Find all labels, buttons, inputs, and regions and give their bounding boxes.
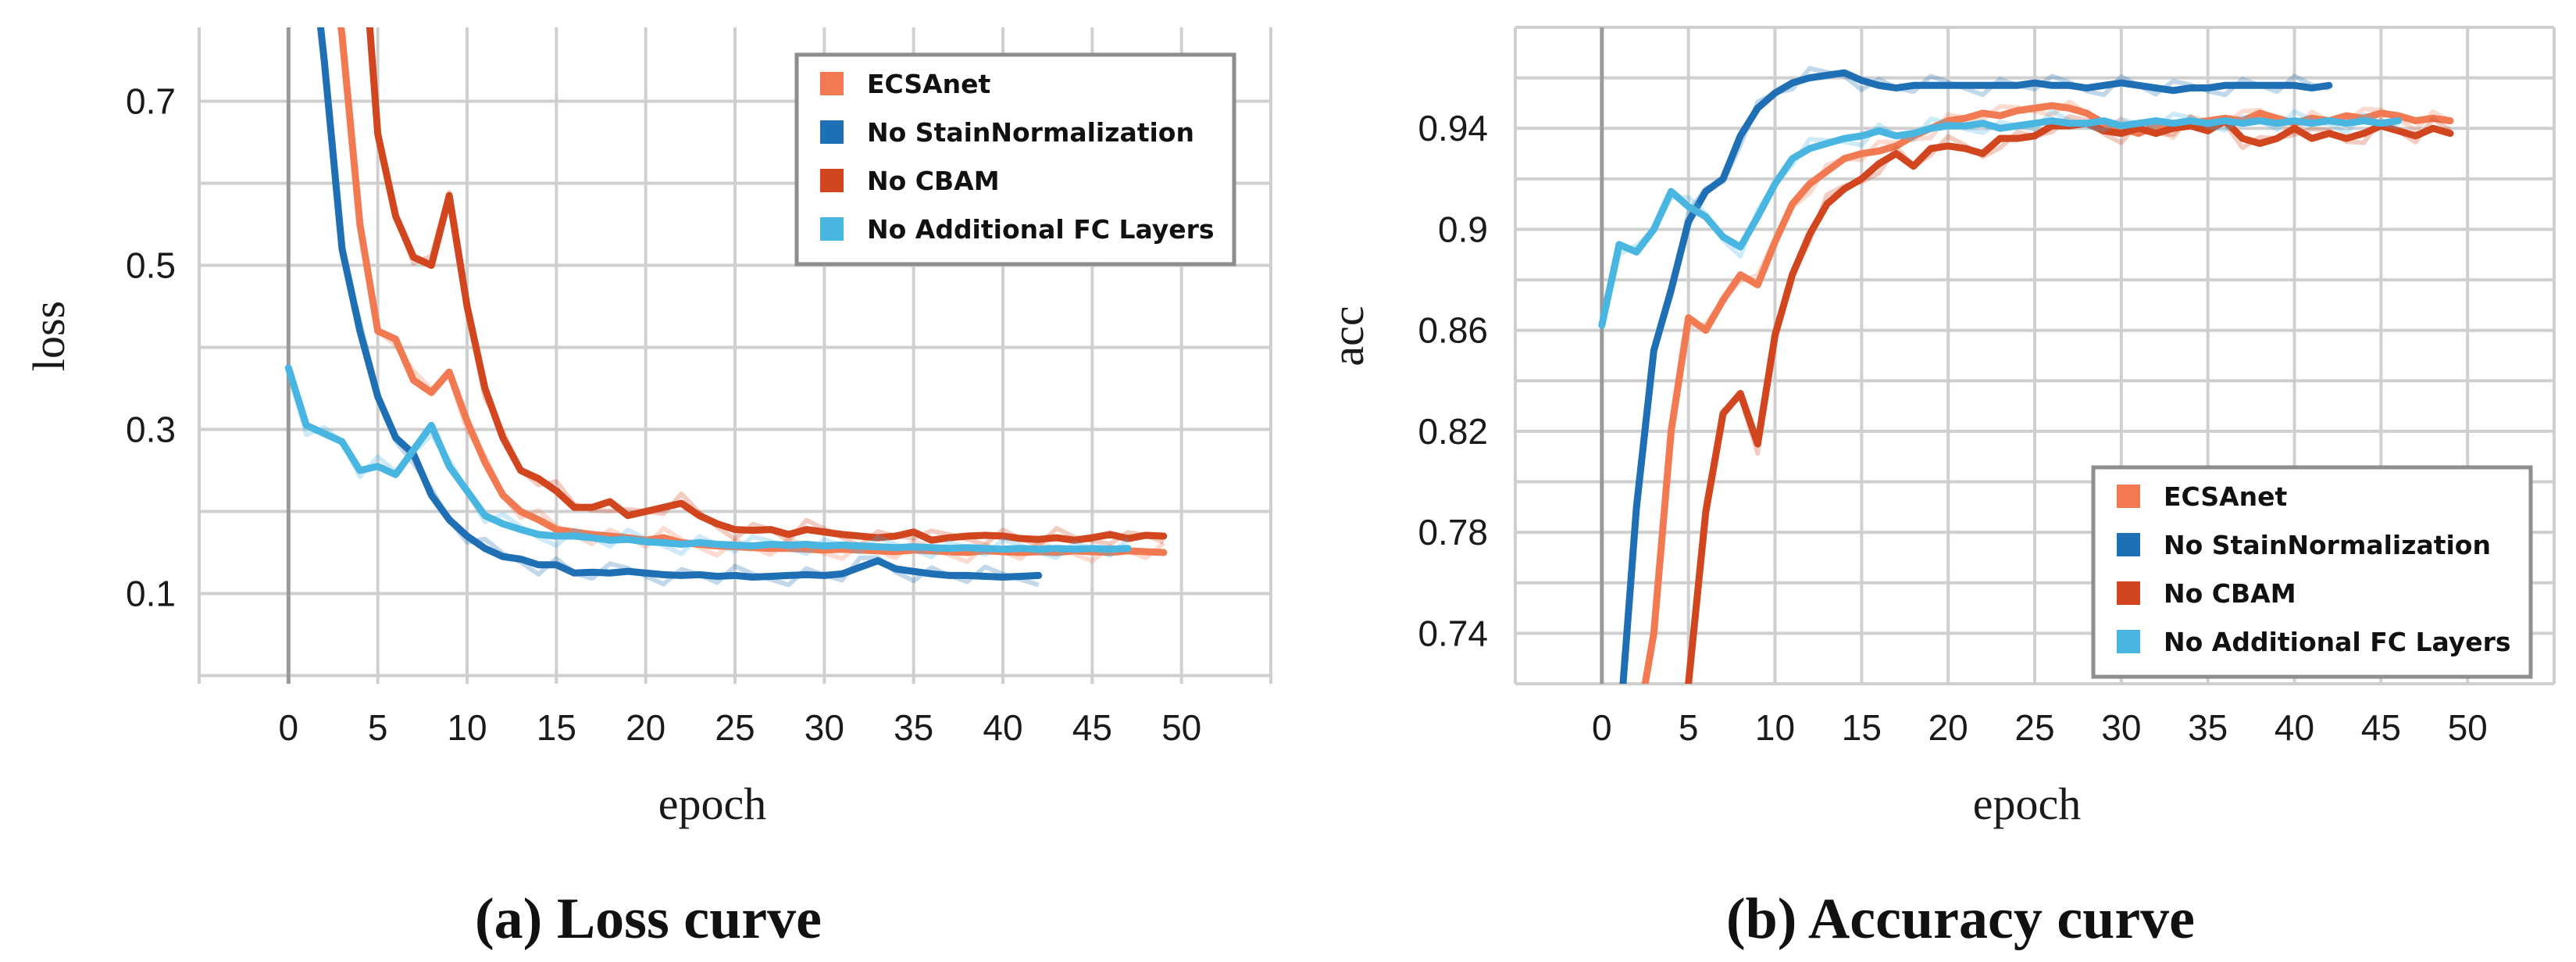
loss-series-group xyxy=(284,27,1168,588)
accuracy-xtick-label: 40 xyxy=(2275,707,2314,748)
loss-xtick-label: 5 xyxy=(368,707,388,748)
accuracy-xtick-label: 30 xyxy=(2101,707,2141,748)
loss-series-raw-no-stainnormalization xyxy=(318,27,1040,588)
loss-ytick-label: 0.3 xyxy=(126,409,176,450)
accuracy-ytick-label: 0.94 xyxy=(1418,108,1488,148)
loss-series-no-additional-fc-layers xyxy=(284,364,1132,553)
loss-ytick-label: 0.1 xyxy=(126,574,176,614)
accuracy-series-ecsanet xyxy=(1641,102,2454,684)
loss-xtick-label: 15 xyxy=(537,707,576,748)
accuracy-legend: ECSAnet No StainNormalization No CBAM No Ad… xyxy=(2091,465,2533,679)
loss-series-no-cbam xyxy=(366,27,1168,544)
loss-legend: ECSAnet No StainNormalization No CBAM No Ad… xyxy=(794,52,1236,266)
loss-xtick-label: 0 xyxy=(279,707,299,748)
accuracy-ylabel: acc xyxy=(1322,306,1373,366)
loss-legend-label-no-additional-fc-layers: No Additional FC Layers xyxy=(867,214,1215,245)
loss-ytick-label: 0.7 xyxy=(126,81,176,122)
loss-legend-swatch-no-cbam xyxy=(820,169,844,192)
accuracy-ytick-label: 0.82 xyxy=(1418,411,1488,452)
accuracy-legend-swatch-no-additional-fc-layers xyxy=(2117,630,2140,653)
accuracy-xtick-label: 20 xyxy=(1928,707,1968,748)
loss-xtick-label: 50 xyxy=(1161,707,1201,748)
loss-xtick-label: 10 xyxy=(447,707,487,748)
loss-ylabel: loss xyxy=(23,301,74,371)
accuracy-xtick-label: 10 xyxy=(1755,707,1795,748)
accuracy-xtick-label: 15 xyxy=(1842,707,1882,748)
loss-tick-labels: 0 5 10 15 20 25 30 35 40 45 50 0.1 0.3 0.5 0.7 xyxy=(126,81,1201,749)
accuracy-xtick-label: 45 xyxy=(2361,707,2401,748)
accuracy-xtick-label: 35 xyxy=(2188,707,2228,748)
loss-legend-swatch-no-additional-fc-layers xyxy=(820,217,844,241)
loss-legend-swatch-no-stainnormalization xyxy=(820,120,844,144)
loss-legend-swatch-ecsanet xyxy=(820,72,844,95)
loss-xtick-label: 20 xyxy=(626,707,665,748)
accuracy-ytick-label: 0.9 xyxy=(1438,209,1488,249)
accuracy-series-raw-no-additional-fc-layers xyxy=(1599,109,2399,329)
accuracy-series-group xyxy=(1598,66,2454,684)
accuracy-legend-swatch-ecsanet xyxy=(2117,485,2140,508)
accuracy-ytick-label: 0.86 xyxy=(1418,310,1488,351)
loss-legend-label-no-stainnormalization: No StainNormalization xyxy=(867,117,1194,148)
accuracy-xtick-label: 25 xyxy=(2014,707,2054,748)
accuracy-caption: (b) Accuracy curve xyxy=(1726,887,2195,951)
accuracy-series-no-additional-fc-layers xyxy=(1598,117,2402,329)
accuracy-xtick-label: 5 xyxy=(1679,707,1699,748)
loss-ytick-label: 0.5 xyxy=(126,245,176,286)
loss-xtick-label: 35 xyxy=(894,707,933,748)
loss-caption: (a) Loss curve xyxy=(475,887,822,951)
accuracy-xtick-label: 50 xyxy=(2448,707,2488,748)
loss-xtick-label: 30 xyxy=(805,707,844,748)
accuracy-ytick-label: 0.78 xyxy=(1418,512,1488,553)
accuracy-legend-label-no-stainnormalization: No StainNormalization xyxy=(2164,530,2491,560)
loss-xtick-label: 25 xyxy=(715,707,755,748)
accuracy-legend-box xyxy=(2091,465,2533,679)
loss-legend-box xyxy=(794,52,1236,266)
accuracy-tick-labels: 0 5 10 15 20 25 30 35 40 45 50 0.74 0.78 0.82 0.86 0.9 0… xyxy=(1418,108,2487,748)
loss-xtick-label: 45 xyxy=(1072,707,1112,748)
loss-xlabel: epoch xyxy=(658,778,767,829)
accuracy-legend-label-no-additional-fc-layers: No Additional FC Layers xyxy=(2164,627,2511,657)
accuracy-xlabel: epoch xyxy=(1973,778,2082,829)
accuracy-legend-swatch-no-cbam xyxy=(2117,581,2140,605)
accuracy-legend-label-no-cbam: No CBAM xyxy=(2164,578,2296,609)
loss-legend-label-ecsanet: ECSAnet xyxy=(867,69,991,99)
accuracy-series-no-stainnormalization xyxy=(1619,69,2333,684)
loss-legend-label-no-cbam: No CBAM xyxy=(867,166,1000,196)
loss-xtick-label: 40 xyxy=(983,707,1022,748)
accuracy-ytick-label: 0.74 xyxy=(1418,613,1488,653)
accuracy-xtick-label: 0 xyxy=(1592,707,1612,748)
accuracy-legend-swatch-no-stainnormalization xyxy=(2117,533,2140,556)
loss-chart: 0 5 10 15 20 25 30 35 40 45 50 0.1 0.3 0.5 0.7 epoch l… xyxy=(23,27,1272,951)
accuracy-chart: 0 5 10 15 20 25 30 35 40 45 50 0.74 0.78 0.82 0.86 0.9 0… xyxy=(1322,26,2556,951)
accuracy-legend-label-ecsanet: ECSAnet xyxy=(2164,481,2288,512)
